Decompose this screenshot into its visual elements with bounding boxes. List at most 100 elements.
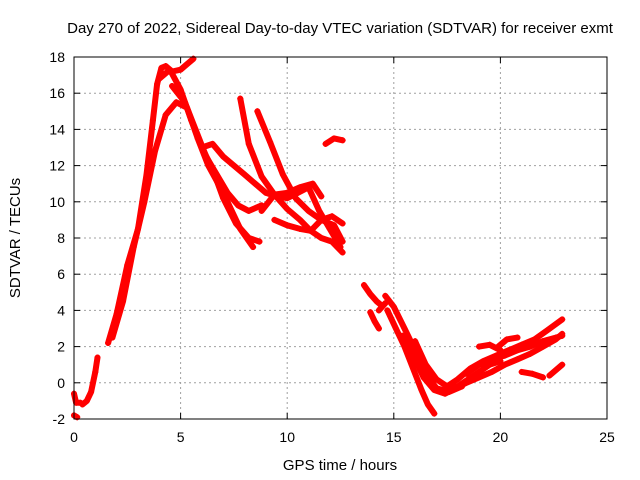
series-trace-3 — [79, 354, 101, 408]
data-point — [331, 222, 338, 229]
y-tick-label: 18 — [49, 49, 65, 65]
data-point — [130, 244, 137, 251]
data-point — [173, 99, 180, 106]
series-trace-11 — [258, 180, 325, 214]
data-point — [152, 148, 159, 155]
data-point — [465, 376, 472, 383]
data-point — [501, 361, 508, 368]
data-point — [88, 388, 95, 395]
data-point — [149, 117, 156, 124]
data-point — [488, 368, 495, 375]
data-point — [318, 193, 325, 200]
data-point — [552, 334, 559, 341]
series-line — [361, 282, 384, 308]
series-line — [237, 95, 346, 256]
data-point — [501, 352, 508, 359]
data-point — [169, 82, 176, 89]
data-point — [92, 368, 99, 375]
data-point — [316, 207, 323, 214]
data-point — [476, 361, 483, 368]
series-line — [546, 361, 566, 379]
data-point — [181, 99, 188, 106]
data-point — [339, 238, 346, 245]
data-point — [245, 207, 252, 214]
series-trace-22 — [463, 332, 566, 377]
data-point — [540, 374, 547, 381]
data-point — [296, 184, 303, 191]
x-tick-label: 10 — [279, 429, 295, 445]
series-line — [71, 390, 84, 406]
data-point — [94, 354, 101, 361]
data-point — [399, 332, 406, 339]
x-axis-title: GPS time / hours — [283, 457, 397, 474]
data-point — [271, 191, 278, 198]
data-point — [141, 198, 148, 205]
data-point — [120, 298, 127, 305]
data-point — [235, 202, 242, 209]
series-line — [79, 354, 101, 408]
chart-title: Day 270 of 2022, Sidereal Day-to-day VTE… — [67, 20, 614, 37]
data-point — [252, 180, 259, 187]
data-point — [154, 81, 161, 88]
data-point — [258, 173, 265, 180]
data-point — [463, 370, 470, 377]
data-point — [422, 361, 429, 368]
data-point — [527, 350, 534, 357]
data-point — [322, 140, 329, 147]
data-point — [444, 387, 451, 394]
data-point — [514, 356, 521, 363]
data-point — [245, 140, 252, 147]
series-line — [375, 300, 389, 314]
data-point — [514, 347, 521, 354]
data-point — [454, 376, 461, 383]
y-tick-label: 16 — [49, 85, 65, 101]
y-tick-label: 14 — [49, 121, 65, 137]
data-point — [220, 153, 227, 160]
series-trace-26 — [546, 361, 566, 379]
series-trace-15 — [367, 309, 382, 332]
data-point — [296, 216, 303, 223]
data-point — [326, 225, 333, 232]
data-point — [267, 139, 274, 146]
data-point — [220, 195, 227, 202]
data-point — [401, 325, 408, 332]
y-tick-label: 2 — [57, 339, 65, 355]
data-point — [328, 213, 335, 220]
data-point — [254, 108, 261, 115]
y-tick-label: 10 — [49, 194, 65, 210]
y-tick-label: 0 — [57, 375, 65, 391]
data-point — [177, 66, 184, 73]
data-point — [224, 189, 231, 196]
data-point — [284, 195, 291, 202]
data-point — [392, 325, 399, 332]
data-point — [418, 387, 425, 394]
series-trace-18 — [384, 307, 438, 417]
data-point — [284, 222, 291, 229]
data-point — [284, 189, 291, 196]
data-point — [162, 63, 169, 70]
data-point — [544, 327, 551, 334]
data-point — [237, 95, 244, 102]
data-point — [105, 339, 112, 346]
series-line — [254, 108, 346, 245]
data-point — [518, 368, 525, 375]
data-point — [412, 338, 419, 345]
data-point — [256, 238, 263, 245]
data-point — [292, 195, 299, 202]
data-point — [245, 235, 252, 241]
data-point — [339, 220, 346, 227]
plot-series — [71, 55, 566, 421]
data-point — [318, 235, 325, 241]
data-point — [433, 376, 440, 383]
data-point — [166, 66, 173, 73]
x-tick-label: 20 — [493, 429, 509, 445]
data-point — [431, 410, 438, 417]
x-tick-label: 5 — [177, 429, 185, 445]
data-point — [296, 225, 303, 232]
data-point — [559, 332, 566, 339]
data-point — [109, 334, 116, 341]
y-tick-label: 4 — [57, 302, 65, 318]
series-trace-25 — [518, 368, 547, 381]
data-point — [454, 383, 461, 390]
y-tick-label: 6 — [57, 266, 65, 282]
